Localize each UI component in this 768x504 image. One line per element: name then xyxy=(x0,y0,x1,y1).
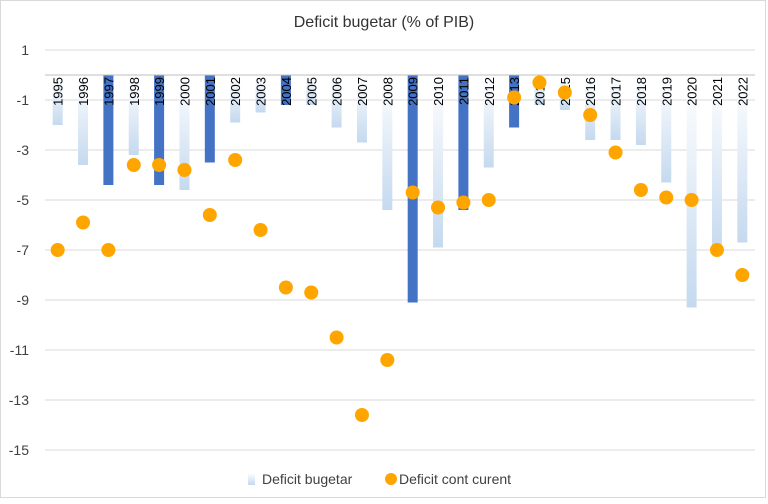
dot-2021 xyxy=(709,243,724,257)
dot-2001 xyxy=(202,208,217,222)
x-tick-label-2004: 2004 xyxy=(279,77,294,106)
x-tick-label-1997: 1997 xyxy=(101,77,116,106)
dot-2020 xyxy=(684,193,699,207)
x-tick-label-2009: 2009 xyxy=(406,77,421,106)
x-tick-label-2021: 2021 xyxy=(710,77,725,106)
x-tick-label-2020: 2020 xyxy=(685,77,700,106)
dot-2011 xyxy=(456,195,471,210)
x-tick-label-2001: 2001 xyxy=(203,77,218,106)
dot-2012 xyxy=(481,193,496,207)
legend: Deficit bugetar Deficit cont curent xyxy=(248,471,511,487)
y-tick-label: -5 xyxy=(17,192,30,208)
bar-2005 xyxy=(306,75,317,105)
x-tick-label-2007: 2007 xyxy=(355,77,370,106)
bar-2000 xyxy=(179,75,190,190)
dot-1999 xyxy=(152,158,167,172)
x-tick-label-2012: 2012 xyxy=(482,77,497,106)
dot-1996 xyxy=(76,215,91,230)
dot-2019 xyxy=(659,190,674,205)
y-tick-label: -3 xyxy=(17,142,30,158)
bar-1996 xyxy=(78,75,89,165)
dot-2010 xyxy=(431,200,446,215)
y-tick-label: -7 xyxy=(17,242,30,258)
dot-2018 xyxy=(633,183,648,197)
bar-2011 xyxy=(458,75,469,210)
dot-2022 xyxy=(735,268,750,282)
y-axis: 1 -1 -3 -5 -7 -9 -11 -13 -15 xyxy=(9,42,29,458)
bar-2016 xyxy=(585,75,596,140)
bar-1995 xyxy=(52,75,63,125)
gridlines xyxy=(45,49,755,451)
y-tick-label: -15 xyxy=(9,442,29,458)
bar-2017 xyxy=(610,75,621,140)
x-tick-label-2017: 2017 xyxy=(609,77,624,106)
dot-2004 xyxy=(278,280,293,295)
bar-2018 xyxy=(635,75,646,145)
x-tick-label-2000: 2000 xyxy=(177,77,192,106)
dot-2016 xyxy=(583,108,598,122)
dot-2008 xyxy=(380,353,395,367)
chart-title: Deficit bugetar (% of PIB) xyxy=(294,14,475,31)
x-tick-label-2016: 2016 xyxy=(583,77,598,106)
dot-2013 xyxy=(507,90,522,105)
dot-2002 xyxy=(228,153,243,167)
y-tick-label: -13 xyxy=(9,392,29,408)
bar-2004 xyxy=(280,75,291,105)
x-tick-label-2010: 2010 xyxy=(431,77,446,106)
legend-label-dots: Deficit cont curent xyxy=(399,471,511,487)
dot-2005 xyxy=(304,285,319,300)
bar-2014 xyxy=(534,75,545,105)
x-tick-label-2019: 2019 xyxy=(659,77,674,106)
x-tick-label-2008: 2008 xyxy=(380,77,395,106)
bar-2021 xyxy=(711,75,722,255)
x-tick-label-2022: 2022 xyxy=(735,77,750,106)
bar-2010 xyxy=(433,75,444,248)
scatter-series xyxy=(50,75,750,422)
x-tick-label-2005: 2005 xyxy=(304,77,319,106)
x-tick-label-1995: 1995 xyxy=(51,77,66,106)
x-tick-label-1999: 1999 xyxy=(152,77,167,106)
x-axis-labels: 1995 1996 1997 1998 1999 2000 2001 2002 2003 2004… xyxy=(51,77,751,106)
x-tick-label-1998: 1998 xyxy=(127,77,142,106)
x-tick-label-2006: 2006 xyxy=(330,77,345,106)
x-tick-label-2003: 2003 xyxy=(254,77,269,106)
dot-2003 xyxy=(253,223,268,237)
bar-2006 xyxy=(331,75,342,128)
y-tick-label: -1 xyxy=(17,92,30,108)
dot-2000 xyxy=(177,163,192,177)
dot-2017 xyxy=(608,145,623,160)
dot-2007 xyxy=(354,408,369,422)
y-tick-label: -11 xyxy=(10,342,29,358)
y-tick-label: 1 xyxy=(21,42,29,58)
bar-1999 xyxy=(154,75,165,185)
bar-2008 xyxy=(382,75,393,210)
dot-2009 xyxy=(405,185,420,200)
dot-2014 xyxy=(532,75,547,90)
dot-1998 xyxy=(126,158,141,172)
legend-swatch-bars xyxy=(248,473,255,485)
bar-2002 xyxy=(230,75,241,123)
bar-2022 xyxy=(737,75,748,243)
x-tick-label-2002: 2002 xyxy=(228,77,243,106)
y-tick-label: -9 xyxy=(17,292,30,308)
x-tick-label-1996: 1996 xyxy=(76,77,91,106)
dot-1995 xyxy=(50,243,65,257)
bar-2001 xyxy=(204,75,215,163)
bar-2003 xyxy=(255,75,266,113)
bar-1997 xyxy=(103,75,114,185)
bar-2012 xyxy=(483,75,494,168)
legend-label-bars: Deficit bugetar xyxy=(262,471,353,487)
legend-swatch-dots xyxy=(385,473,397,485)
dot-2015 xyxy=(557,85,572,100)
bar-2007 xyxy=(356,75,367,143)
bar-1998 xyxy=(128,75,139,155)
x-tick-label-2018: 2018 xyxy=(634,77,649,106)
dot-2006 xyxy=(329,330,344,345)
bar-2019 xyxy=(661,75,672,183)
x-tick-label-2011: 2011 xyxy=(456,77,471,105)
bar-2020 xyxy=(686,75,697,308)
dot-1997 xyxy=(101,243,116,257)
